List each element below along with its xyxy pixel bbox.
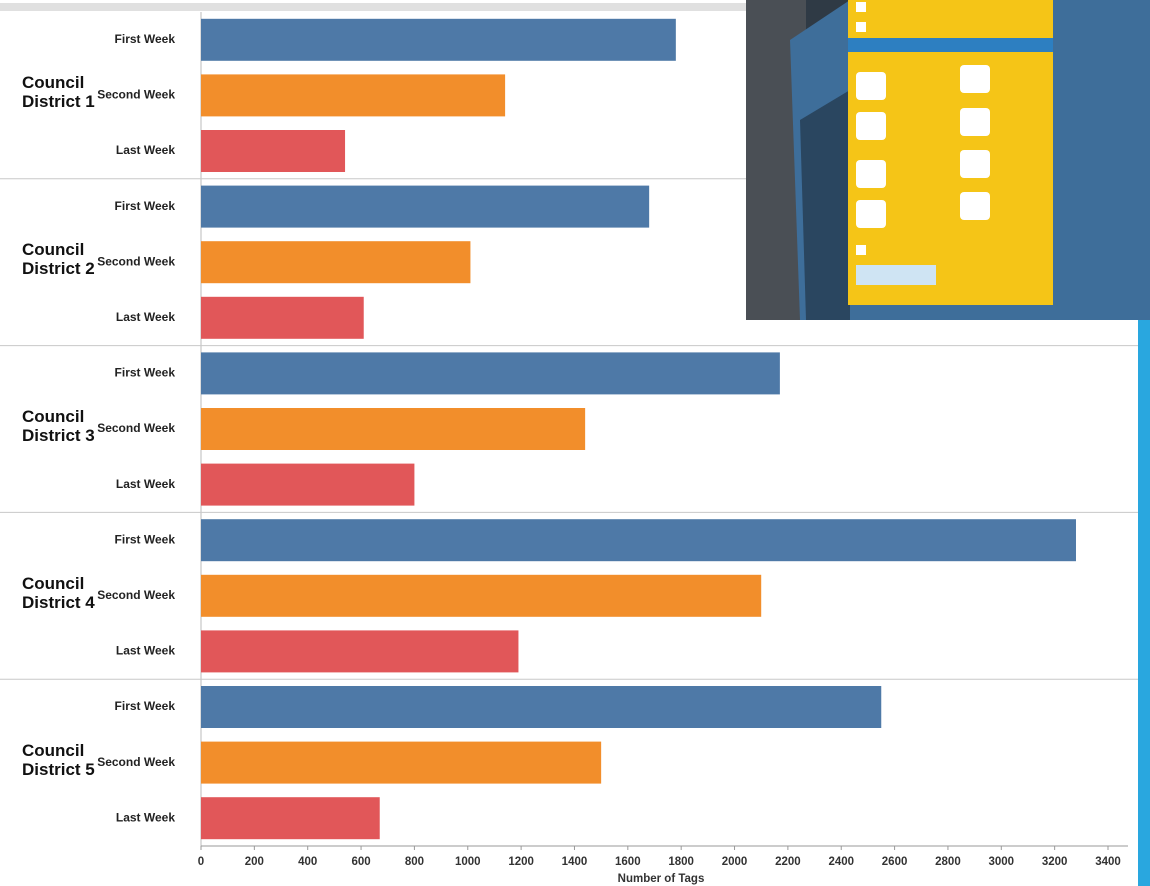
district-label-box: Council District 4 [22,573,95,612]
x-tick-label: 0 [198,856,204,868]
district-label: Council District 1 [22,73,95,112]
bar [201,797,380,840]
sign-boxes [856,2,990,285]
district-label-box: Council District 2 [22,240,95,279]
x-tick-label: 800 [405,856,424,868]
week-label: Second Week [97,421,175,435]
week-label: Last Week [116,143,175,157]
edge-stripe [1138,320,1150,886]
district-label: Council District 3 [22,407,95,445]
container-side [800,90,850,320]
sign-band [848,38,1053,52]
x-tick-label: 600 [351,856,370,868]
x-tick-label: 2400 [828,856,854,868]
district-label: Council District 5 [22,740,95,779]
week-label: Last Week [116,644,175,658]
x-tick-label: 1800 [668,856,694,868]
bar [201,574,762,617]
bar [201,408,586,450]
x-tick-label: 2600 [882,856,908,868]
bar [201,630,519,673]
x-tick-label: 1000 [455,856,481,868]
district-label-box: Council District 5 [22,740,95,779]
week-label: Last Week [116,310,175,324]
photo [746,0,1150,886]
district-label-box: Council District 3 [22,407,95,445]
bar [201,519,1076,562]
x-tick-label: 3400 [1095,856,1121,868]
week-label: First Week [115,366,176,380]
week-label: Last Week [116,477,175,491]
x-tick-label: 2800 [935,856,961,868]
week-label: First Week [115,699,176,713]
bar [201,352,780,395]
week-label: Second Week [97,88,175,102]
district-label: Council District 4 [22,573,95,612]
x-axis-title: Number of Tags [618,873,705,885]
x-tick-label: 400 [298,856,317,868]
bar [201,463,415,506]
bar [201,686,882,728]
week-label: First Week [115,32,176,46]
district-label: Council District 2 [22,240,95,279]
bar [201,185,650,228]
bar [201,18,676,61]
x-tick-label: 3000 [988,856,1014,868]
week-label: Second Week [97,254,175,268]
x-tick-label: 2200 [775,856,801,868]
bar [201,241,471,284]
plot: 0 200 400 600 800 1000 1200 1400 1600 1800 2000 220… [0,12,1150,868]
bar [201,130,346,172]
week-label: First Week [115,199,176,213]
week-label: First Week [115,532,176,546]
x-tick-label: 1200 [508,856,534,868]
x-tick-label: 3200 [1042,856,1068,868]
x-tick-label: 2000 [722,856,748,868]
week-label: Second Week [97,755,175,769]
bar [201,296,364,339]
bar [201,74,506,117]
district-label-box: Council District 1 [22,73,95,112]
bar [201,741,602,784]
x-tick-label: 200 [245,856,264,868]
week-label: Second Week [97,588,175,602]
x-tick-label: 1600 [615,856,641,868]
x-tick-label: 1400 [562,856,588,868]
week-label: Last Week [116,810,175,824]
